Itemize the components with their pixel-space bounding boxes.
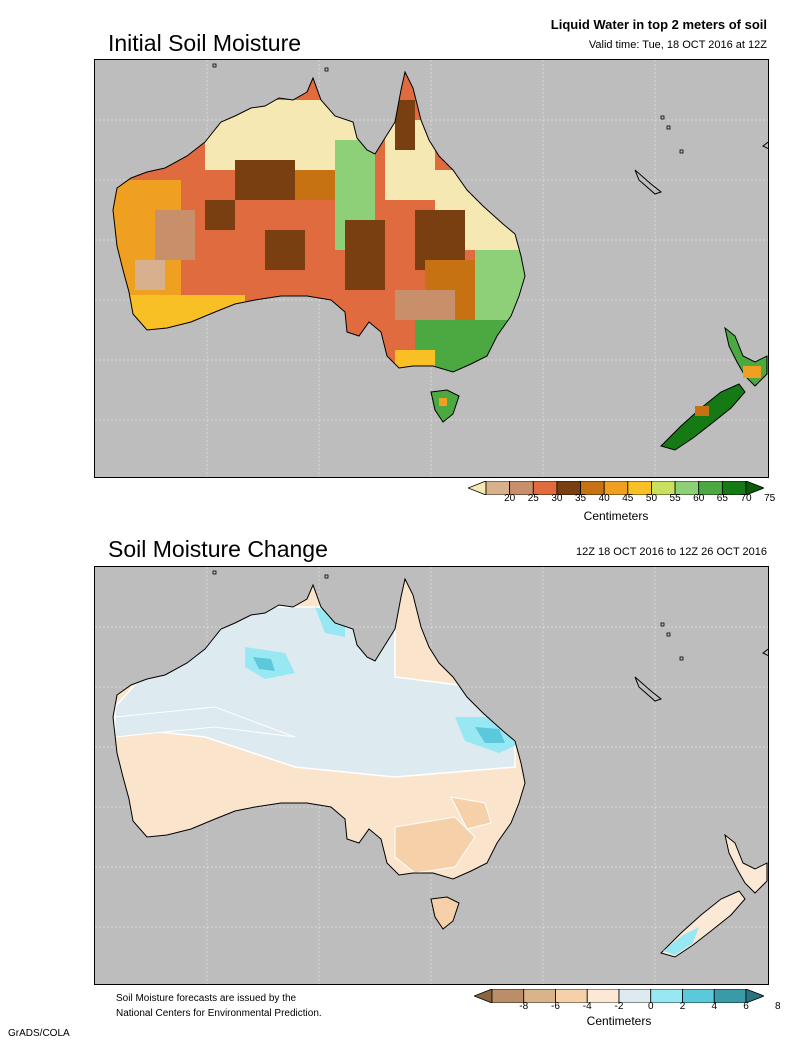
- top-map-valid-time: Valid time: Tue, 18 OCT 2016 at 12Z: [588, 39, 767, 51]
- colorbar-tick-label: 60: [693, 493, 705, 504]
- bottom-colorbar-labels: -8 -6 -4 -2 0 2 4 6 8: [474, 1001, 780, 1015]
- bottom-colorbar-unit: Centimeters: [586, 1014, 652, 1028]
- bottom-map-title: Soil Moisture Change: [108, 536, 328, 562]
- colorbar-tick-label: 35: [574, 493, 587, 504]
- colorbar-tick-label: 2: [679, 1001, 686, 1012]
- bottom-colorbar: [472, 988, 766, 1004]
- colorbar-tick-label: 8: [774, 1001, 781, 1012]
- colorbar-tick-label: -8: [519, 1001, 529, 1012]
- top-colorbar-unit: Centimeters: [583, 509, 649, 523]
- colorbar-tick-label: 75: [764, 493, 776, 504]
- colorbar-tick-label: 6: [743, 1001, 749, 1012]
- top-colorbar-labels: 20 25 30 35 40 45 50 55 60 65 70 75: [468, 493, 775, 507]
- colorbar-tick-label: 30: [551, 493, 563, 504]
- bottom-map-period: 12Z 18 OCT 2016 to 12Z 26 OCT 2016: [576, 546, 767, 558]
- colorbar-tick-label: 50: [645, 493, 658, 504]
- colorbar-tick-label: -6: [551, 1001, 560, 1012]
- initial-soil-moisture-map: [94, 59, 769, 478]
- forecast-footnote: Soil Moisture forecasts are issued by th…: [116, 991, 322, 1021]
- top-map-subtitle: Liquid Water in top 2 meters of soil: [550, 17, 767, 32]
- colorbar-tick-label: 70: [740, 493, 752, 504]
- bottom-map-canvas: [95, 567, 768, 984]
- colorbar-tick-label: 55: [669, 493, 681, 504]
- top-map-canvas: [95, 60, 768, 477]
- top-colorbar: [466, 480, 766, 496]
- colorbar-tick-label: 25: [527, 493, 539, 504]
- bottom-colorbar-swatches: [472, 988, 766, 1004]
- colorbar-tick-label: 40: [598, 493, 610, 504]
- top-colorbar-swatches: [466, 480, 766, 496]
- colorbar-tick-label: -4: [582, 1001, 592, 1012]
- colorbar-tick-label: 0: [647, 1001, 654, 1012]
- soil-moisture-change-map: [94, 566, 769, 985]
- footnote-line-2: National Centers for Environmental Predi…: [116, 1008, 322, 1019]
- colorbar-tick-label: 45: [622, 493, 634, 504]
- colorbar-tick-label: 4: [711, 1001, 718, 1012]
- footnote-line-1: Soil Moisture forecasts are issued by th…: [116, 993, 297, 1004]
- colorbar-tick-label: 20: [504, 493, 516, 504]
- colorbar-right-arrow: [745, 480, 766, 496]
- colorbar-right-arrow: [745, 988, 766, 1004]
- colorbar-tick-label: -2: [614, 1001, 624, 1012]
- grads-credit: GrADS/COLA: [8, 1028, 70, 1039]
- colorbar-tick-label: 65: [716, 493, 728, 504]
- top-map-title: Initial Soil Moisture: [108, 30, 302, 56]
